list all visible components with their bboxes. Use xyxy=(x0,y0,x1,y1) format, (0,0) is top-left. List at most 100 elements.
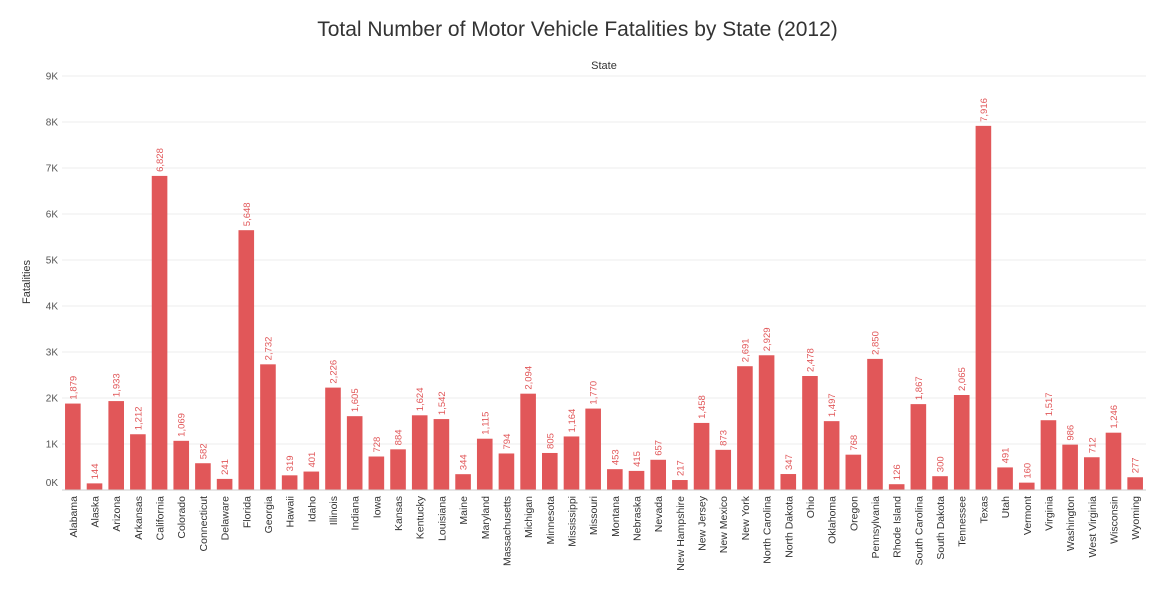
data-label: 1,624 xyxy=(415,388,426,412)
data-label: 2,065 xyxy=(957,367,968,391)
data-label: 2,094 xyxy=(524,366,535,390)
y-tick-label: 6K xyxy=(46,210,59,221)
x-tick-label: Hawaii xyxy=(285,496,297,528)
x-tick-label: New Mexico xyxy=(718,496,730,553)
bar xyxy=(802,376,818,490)
data-label: 347 xyxy=(784,454,795,470)
x-tick-label: South Carolina xyxy=(913,496,925,566)
data-label: 1,770 xyxy=(589,381,600,405)
data-label: 491 xyxy=(1001,448,1012,464)
y-axis-title: Fatalities xyxy=(21,259,33,304)
bar xyxy=(1018,482,1035,490)
bar xyxy=(216,478,233,490)
y-tick-label: 0K xyxy=(46,478,59,489)
bar xyxy=(780,474,797,490)
data-label: 1,212 xyxy=(133,406,144,430)
data-label: 2,226 xyxy=(329,360,340,384)
x-tick-label: Delaware xyxy=(220,496,232,541)
gridlines xyxy=(62,75,1146,445)
x-tick-label: Missouri xyxy=(588,496,600,535)
x-tick-label: Connecticut xyxy=(198,496,210,552)
data-label: 794 xyxy=(502,434,513,450)
x-tick-label: Maine xyxy=(458,496,470,525)
bar xyxy=(325,387,341,490)
bar xyxy=(888,484,905,490)
data-label: 2,732 xyxy=(263,337,274,361)
x-tick-label: West Virginia xyxy=(1087,496,1099,558)
x-axis-title: State xyxy=(591,60,617,72)
bar xyxy=(411,415,428,490)
bar xyxy=(585,408,601,490)
x-tick-label: Michigan xyxy=(523,496,535,538)
x-tick-label: New Hampshire xyxy=(675,496,687,571)
bar xyxy=(672,480,688,490)
bar xyxy=(195,463,211,490)
bar xyxy=(346,416,363,490)
data-label: 1,115 xyxy=(480,412,491,435)
y-tick-label: 1K xyxy=(46,440,59,451)
data-label: 344 xyxy=(459,454,470,470)
data-label: 415 xyxy=(632,451,643,467)
x-tick-label: Kentucky xyxy=(415,495,427,539)
x-tick-label: Oklahoma xyxy=(827,496,839,544)
data-label: 300 xyxy=(936,456,947,472)
x-tick-label: Massachusetts xyxy=(501,496,513,566)
data-label: 5,648 xyxy=(242,202,253,226)
data-label: 1,867 xyxy=(914,376,925,400)
data-label: 144 xyxy=(90,464,101,480)
bar xyxy=(1127,477,1143,490)
y-tick-label: 3K xyxy=(46,348,59,359)
bar xyxy=(932,476,948,490)
bar xyxy=(130,434,146,490)
data-labels: 1,879 144 1,933 1,212 6,828 1,069 582 241 5,648 2… xyxy=(68,98,1141,480)
bar xyxy=(455,474,471,490)
x-tick-label: Wisconsin xyxy=(1108,496,1120,544)
x-tick-label: Virginia xyxy=(1043,496,1055,531)
x-tick-label: Minnesota xyxy=(545,496,557,545)
y-axis-ticks: 0K 1K 2K 3K 4K 5K 6K 7K 8K 9K xyxy=(46,72,59,490)
x-tick-label: Maryland xyxy=(480,496,492,539)
data-label: 2,478 xyxy=(805,348,816,372)
data-label: 401 xyxy=(307,452,318,468)
data-label: 1,933 xyxy=(112,373,123,397)
data-label: 986 xyxy=(1066,425,1077,441)
x-axis-category-labels: Alabama Alaska Arizona Arkansas California Co… xyxy=(68,495,1142,570)
x-tick-label: Illinois xyxy=(328,496,340,525)
x-tick-label: Ohio xyxy=(805,496,817,518)
x-tick-label: Washington xyxy=(1065,496,1077,551)
data-label: 2,850 xyxy=(871,331,882,355)
x-tick-label: Nebraska xyxy=(632,496,644,541)
x-tick-label: Tennessee xyxy=(957,496,969,547)
bar xyxy=(1105,432,1122,490)
x-tick-label: Montana xyxy=(610,496,622,537)
bar xyxy=(1084,457,1100,490)
data-label: 873 xyxy=(719,430,730,446)
bar xyxy=(758,355,775,490)
data-label: 1,605 xyxy=(350,388,361,412)
bar xyxy=(693,422,710,490)
y-tick-label: 4K xyxy=(46,302,59,313)
bar xyxy=(368,456,385,490)
x-tick-label: Arizona xyxy=(111,496,123,532)
bar xyxy=(238,230,255,490)
x-tick-label: Oregon xyxy=(848,496,860,531)
bars xyxy=(65,125,1143,491)
y-tick-label: 2K xyxy=(46,394,59,405)
data-label: 1,164 xyxy=(567,409,578,433)
x-tick-label: South Dakota xyxy=(935,496,947,560)
y-tick-label: 5K xyxy=(46,256,59,267)
bar xyxy=(108,401,124,490)
data-label: 6,828 xyxy=(155,148,166,172)
bar xyxy=(910,404,927,490)
data-label: 1,542 xyxy=(437,391,448,415)
chart-title: Total Number of Motor Vehicle Fatalities… xyxy=(317,18,838,41)
bar xyxy=(173,440,190,490)
bar xyxy=(845,454,862,490)
bar xyxy=(303,471,320,490)
x-tick-label: North Dakota xyxy=(783,496,795,558)
x-tick-label: Kansas xyxy=(393,496,405,531)
data-label: 2,929 xyxy=(762,327,773,351)
y-tick-label: 9K xyxy=(46,72,59,83)
bar xyxy=(86,483,103,490)
x-tick-label: Texas xyxy=(978,496,990,523)
